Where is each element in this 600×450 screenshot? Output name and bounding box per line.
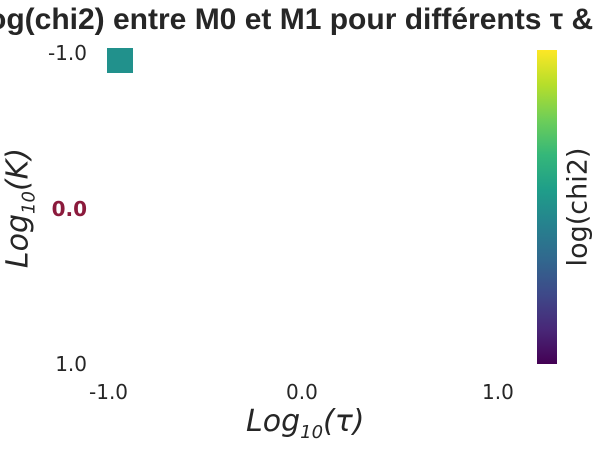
y-tick-label-highlighted: 0.0	[51, 197, 87, 221]
y-tick-label: -1.0	[47, 41, 87, 65]
colorbar	[537, 50, 557, 364]
colorbar-gradient	[537, 50, 557, 364]
y-tick-label: 1.0	[55, 352, 87, 376]
colorbar-label: log(chi2)	[562, 147, 594, 267]
x-tick-label: -1.0	[89, 380, 129, 404]
x-axis-label: Log10(τ)	[246, 404, 365, 443]
x-tick-label: 1.0	[482, 380, 514, 404]
y-axis-label: Log10(K)	[0, 147, 40, 269]
heatmap-cell	[107, 48, 133, 73]
chart-title: og(chi2) entre M0 et M1 pour différents …	[0, 3, 594, 36]
x-tick-label: 0.0	[286, 380, 318, 404]
